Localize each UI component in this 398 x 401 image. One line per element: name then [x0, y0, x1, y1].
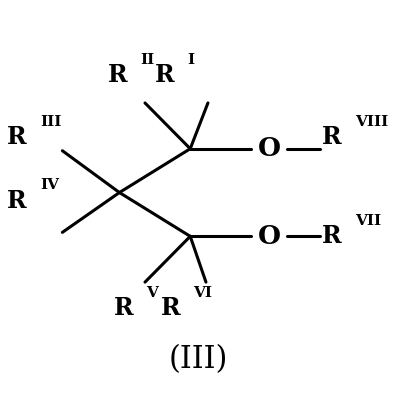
- Text: VII: VII: [355, 214, 381, 228]
- Text: R: R: [113, 296, 133, 320]
- Text: R: R: [7, 125, 27, 149]
- Text: R: R: [155, 63, 174, 87]
- Text: O: O: [258, 136, 281, 161]
- Text: R: R: [107, 63, 127, 87]
- Text: R: R: [322, 224, 342, 248]
- Text: R: R: [161, 296, 180, 320]
- Text: VI: VI: [193, 286, 213, 300]
- Text: III: III: [40, 115, 61, 129]
- Text: IV: IV: [40, 178, 59, 192]
- Text: (III): (III): [168, 344, 228, 375]
- Text: VIII: VIII: [355, 115, 388, 129]
- Text: R: R: [322, 125, 342, 149]
- Text: R: R: [7, 188, 27, 213]
- Text: II: II: [140, 53, 154, 67]
- Text: O: O: [258, 224, 281, 249]
- Text: I: I: [187, 53, 195, 67]
- Text: V: V: [146, 286, 158, 300]
